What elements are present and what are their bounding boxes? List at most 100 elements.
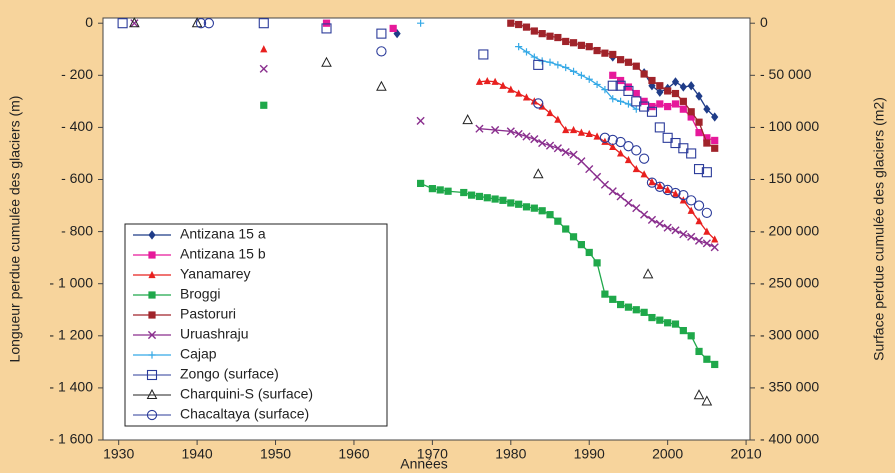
- marker: [600, 180, 610, 189]
- marker: [130, 19, 139, 28]
- marker: [321, 23, 332, 34]
- marker: [703, 355, 711, 363]
- marker: [679, 326, 687, 335]
- marker: [615, 80, 626, 91]
- marker: [546, 32, 554, 40]
- marker: [648, 178, 656, 186]
- marker: [616, 192, 625, 201]
- x-tick-label: 1970: [417, 446, 448, 462]
- marker: [553, 144, 562, 153]
- marker: [376, 80, 387, 91]
- marker: [624, 83, 633, 91]
- marker: [609, 71, 617, 79]
- marker: [664, 319, 672, 327]
- marker: [601, 86, 609, 94]
- marker: [562, 63, 570, 72]
- marker: [569, 233, 578, 241]
- marker: [585, 248, 593, 257]
- legend-label: Broggi: [180, 286, 220, 302]
- marker: [670, 137, 681, 149]
- marker: [260, 45, 268, 53]
- marker: [522, 203, 531, 211]
- marker: [703, 227, 711, 235]
- marker: [117, 18, 128, 29]
- marker: [624, 303, 633, 311]
- marker: [678, 189, 689, 201]
- marker: [483, 194, 491, 202]
- marker: [577, 157, 586, 166]
- marker: [632, 306, 640, 314]
- y2-tick-label: - 250 000: [760, 274, 819, 290]
- marker: [569, 39, 578, 47]
- marker: [416, 116, 425, 125]
- marker: [533, 98, 544, 109]
- marker: [609, 295, 617, 303]
- marker: [703, 139, 711, 147]
- marker: [554, 115, 562, 123]
- marker: [694, 236, 704, 245]
- marker: [656, 316, 664, 324]
- y-tick-label: - 800: [61, 222, 93, 238]
- marker: [393, 29, 401, 39]
- x-tick-label: 1990: [574, 446, 605, 462]
- marker: [546, 108, 554, 117]
- marker: [522, 132, 531, 141]
- y-tick-label: - 1 400: [49, 379, 93, 395]
- marker: [577, 41, 585, 49]
- marker: [554, 61, 562, 69]
- marker: [711, 360, 719, 369]
- y-tick-label: - 200: [61, 66, 93, 82]
- marker: [436, 186, 444, 194]
- legend-label: Zongo (surface): [180, 366, 279, 382]
- y-tick-label: - 1 000: [49, 274, 93, 290]
- marker: [701, 167, 712, 178]
- marker: [522, 48, 531, 56]
- y2-tick-label: 0: [760, 14, 768, 30]
- marker: [376, 28, 387, 39]
- marker: [507, 19, 515, 27]
- marker: [530, 135, 539, 144]
- marker: [617, 149, 625, 157]
- marker: [538, 138, 547, 148]
- marker: [562, 37, 570, 46]
- y-tick-label: - 1 200: [49, 327, 93, 343]
- marker: [656, 82, 664, 90]
- marker: [322, 19, 331, 27]
- marker: [654, 122, 665, 133]
- marker: [648, 102, 656, 111]
- marker: [693, 200, 705, 211]
- marker: [686, 148, 697, 159]
- y-tick-label: 0: [85, 14, 93, 30]
- marker: [632, 105, 640, 113]
- marker: [515, 89, 523, 97]
- marker: [444, 187, 452, 195]
- x-tick-label: 1950: [260, 446, 291, 462]
- marker: [693, 164, 705, 175]
- marker: [648, 76, 656, 85]
- marker: [148, 291, 156, 299]
- marker: [607, 80, 618, 91]
- legend-label: Charquini-S (surface): [180, 386, 313, 402]
- marker: [522, 93, 531, 101]
- marker: [554, 217, 562, 225]
- marker: [631, 145, 642, 156]
- marker: [671, 226, 680, 235]
- marker: [639, 101, 650, 112]
- marker: [546, 58, 554, 66]
- marker: [530, 204, 538, 212]
- marker: [491, 77, 499, 85]
- marker: [515, 43, 523, 51]
- marker: [702, 239, 711, 248]
- marker: [478, 49, 489, 60]
- marker: [259, 64, 268, 73]
- y2-tick-label: - 150 000: [760, 170, 819, 186]
- marker: [671, 320, 680, 328]
- marker: [491, 125, 500, 135]
- marker: [376, 46, 387, 57]
- y-tick-label: - 400: [61, 118, 93, 134]
- marker: [538, 57, 546, 65]
- y2-tick-label: - 350 000: [760, 379, 819, 395]
- marker: [640, 210, 649, 219]
- marker: [646, 106, 658, 117]
